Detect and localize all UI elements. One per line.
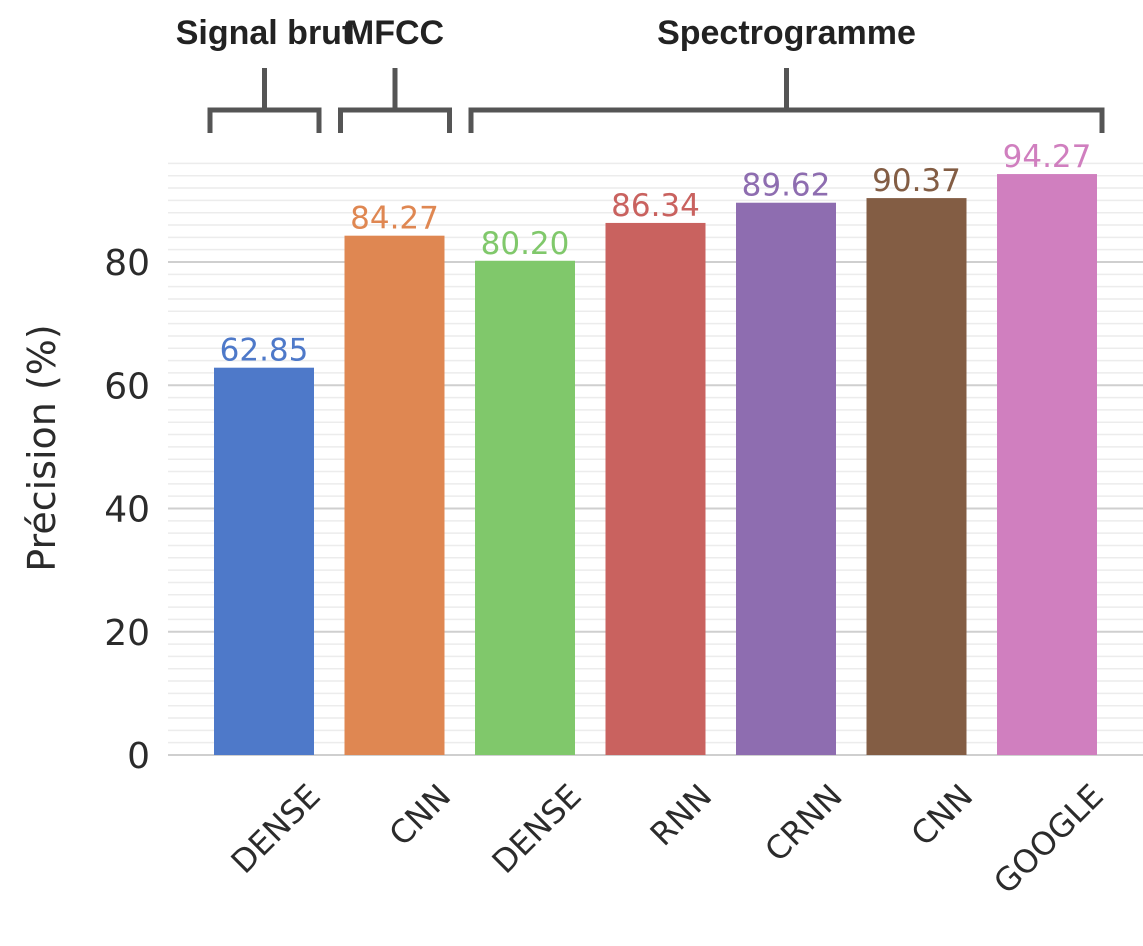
y-tick-label: 60 bbox=[104, 366, 150, 407]
y-tick-label: 40 bbox=[104, 490, 150, 531]
group-label: MFCC bbox=[346, 14, 444, 52]
bar-value-label: 86.34 bbox=[611, 188, 700, 224]
y-tick-label: 20 bbox=[104, 613, 150, 654]
group-label: Signal brut bbox=[176, 14, 354, 52]
bars bbox=[214, 174, 1097, 756]
bar-value-label: 89.62 bbox=[742, 168, 831, 204]
group-bracket bbox=[468, 68, 1105, 133]
group-bracket bbox=[207, 68, 322, 133]
x-tick-label: CRNN bbox=[757, 777, 849, 869]
group-bracket bbox=[338, 68, 452, 133]
y-tick-label: 0 bbox=[127, 736, 150, 777]
bar bbox=[736, 202, 836, 756]
y-tick-label: 80 bbox=[104, 243, 150, 284]
y-axis-title: Précision (%) bbox=[20, 324, 64, 571]
x-tick-label: CNN bbox=[904, 777, 981, 854]
x-tick-label: DENSE bbox=[484, 777, 588, 881]
bar bbox=[214, 367, 314, 755]
bar bbox=[344, 235, 445, 755]
x-tick-labels: DENSE CNN DENSE RNN CRNN CNN GOOGLE bbox=[223, 777, 1110, 901]
bar-value-label: 80.20 bbox=[481, 226, 570, 262]
bar-value-label: 62.85 bbox=[220, 333, 309, 369]
bar bbox=[475, 260, 575, 755]
x-tick-label: CNN bbox=[382, 777, 459, 854]
x-tick-label: GOOGLE bbox=[986, 777, 1110, 901]
x-tick-label: DENSE bbox=[223, 777, 327, 881]
bar bbox=[605, 222, 706, 755]
bar-value-label: 90.37 bbox=[872, 163, 961, 199]
group-label: Spectrogramme bbox=[657, 14, 916, 52]
y-tick-labels: 0 20 40 60 80 bbox=[104, 243, 150, 777]
x-tick-label: RNN bbox=[643, 777, 719, 853]
bar-value-label: 94.27 bbox=[1003, 139, 1092, 175]
bar bbox=[866, 198, 967, 756]
bar-value-label: 84.27 bbox=[350, 201, 439, 237]
value-labels: 62.85 84.27 80.20 86.34 89.62 90.37 94.27 bbox=[220, 139, 1092, 369]
bar bbox=[997, 174, 1097, 755]
